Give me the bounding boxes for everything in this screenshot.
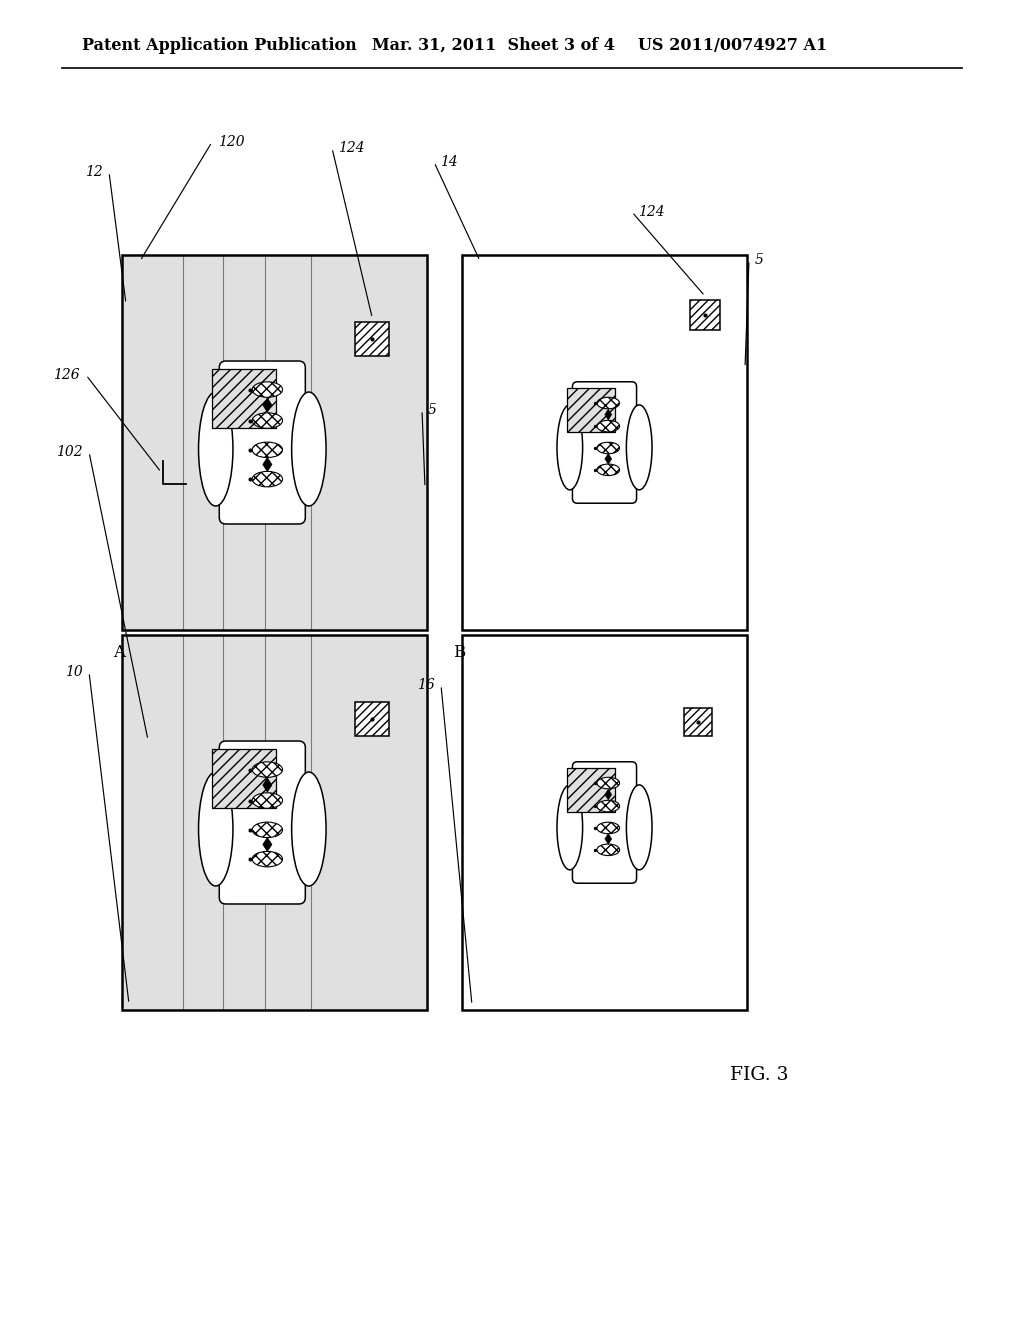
Ellipse shape [597,843,620,855]
Polygon shape [263,837,272,851]
Bar [684,709,712,737]
Bar [212,370,276,428]
FancyBboxPatch shape [572,381,637,503]
Ellipse shape [627,785,652,870]
Polygon shape [605,454,611,465]
Text: 126: 126 [53,368,80,381]
Ellipse shape [597,420,620,432]
Polygon shape [263,777,272,792]
Ellipse shape [199,772,232,886]
Ellipse shape [252,471,283,487]
Polygon shape [605,409,611,420]
Ellipse shape [252,851,283,867]
Ellipse shape [252,442,283,458]
Ellipse shape [292,772,326,886]
Text: 102: 102 [56,445,83,459]
Polygon shape [605,789,611,800]
Ellipse shape [597,465,620,475]
Text: B: B [453,644,465,661]
Ellipse shape [557,405,583,490]
Bar [566,388,615,432]
Text: US 2011/0074927 A1: US 2011/0074927 A1 [638,37,827,54]
Polygon shape [605,833,611,845]
Ellipse shape [292,392,326,506]
Bar [690,300,720,330]
Text: FIG. 3: FIG. 3 [730,1067,788,1084]
Bar [355,322,389,356]
Ellipse shape [199,392,232,506]
Text: Patent Application Publication: Patent Application Publication [82,37,356,54]
Ellipse shape [252,413,283,428]
Bar [566,768,615,812]
Text: 120: 120 [218,135,245,149]
Ellipse shape [597,442,620,454]
Polygon shape [263,457,272,471]
Bar [122,635,427,1010]
Text: 14: 14 [440,154,458,169]
Ellipse shape [252,381,283,397]
Bar [462,255,746,630]
Ellipse shape [252,762,283,777]
Bar [355,702,389,737]
Text: Mar. 31, 2011  Sheet 3 of 4: Mar. 31, 2011 Sheet 3 of 4 [372,37,614,54]
Ellipse shape [557,785,583,870]
Bar [462,635,746,1010]
Text: A: A [113,644,125,661]
Polygon shape [263,397,272,412]
Ellipse shape [597,777,620,789]
Text: 124: 124 [638,205,665,219]
Ellipse shape [597,800,620,812]
FancyBboxPatch shape [219,360,305,524]
Text: 5: 5 [428,403,437,417]
Ellipse shape [252,822,283,838]
FancyBboxPatch shape [219,741,305,904]
Ellipse shape [627,405,652,490]
Text: 10: 10 [66,665,83,678]
FancyBboxPatch shape [572,762,637,883]
Ellipse shape [597,822,620,834]
Text: 12: 12 [85,165,103,180]
Bar [212,750,276,808]
Text: 124: 124 [338,141,365,154]
Text: 5: 5 [755,253,764,267]
Bar [122,255,427,630]
Ellipse shape [597,397,620,409]
Text: 16: 16 [417,678,435,692]
Ellipse shape [252,793,283,808]
